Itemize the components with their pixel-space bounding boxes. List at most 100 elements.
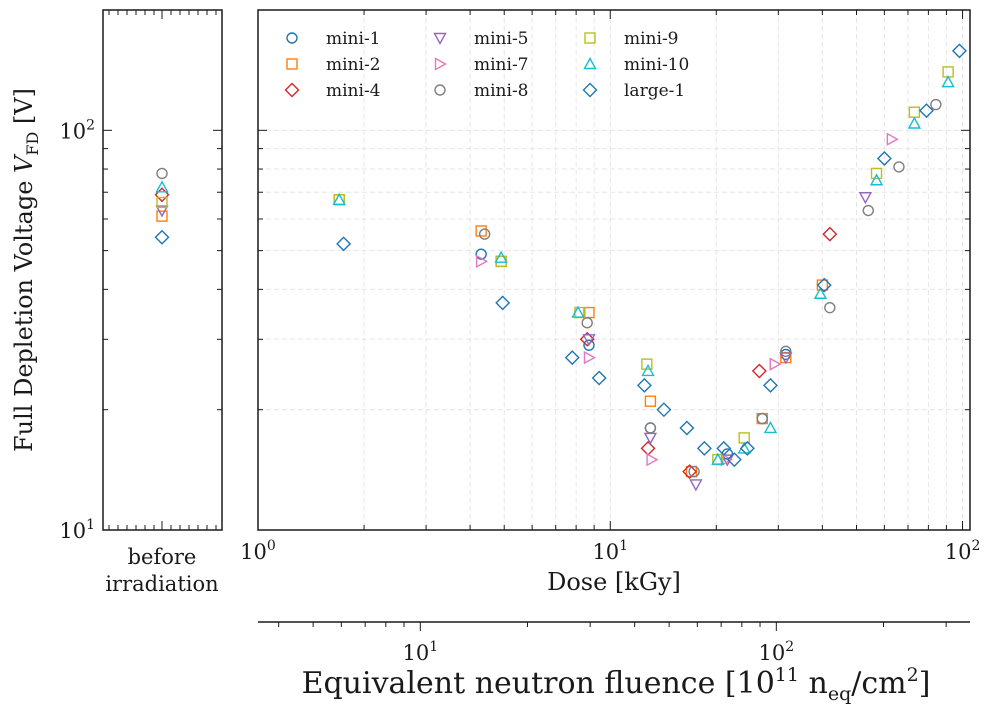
data-point-mini-10: [763, 421, 778, 434]
series-mini-9: [333, 66, 954, 466]
data-point-mini-9: [908, 106, 921, 118]
x-tick-label: 102: [945, 538, 981, 564]
series-mini-2: [333, 194, 829, 478]
before-irradiation-panel: 101 102 before irradiation: [59, 9, 223, 596]
data-point-mini-5: [858, 192, 873, 205]
data-point-mini-7: [769, 357, 782, 371]
legend-marker-mini-9: [584, 32, 596, 44]
legend: mini-1 mini-2 mini-4 mini-5 mini-7 mini-8 mini…: [284, 29, 689, 101]
legend-label-mini-7: mini-7: [474, 55, 529, 75]
data-point-mini-8: [930, 98, 942, 111]
data-point-mini-10: [571, 305, 585, 318]
data-point-mini-8: [893, 161, 905, 173]
data-point-large-1: [739, 440, 755, 456]
data-point-large-1: [591, 370, 607, 386]
before-point-mini-8: [156, 167, 168, 180]
data-point-large-1: [716, 440, 732, 456]
data-point-mini-8: [688, 465, 700, 478]
data-point-mini-10: [332, 192, 346, 206]
data-point-mini-10: [494, 250, 508, 263]
data-point-mini-5: [643, 432, 658, 445]
legend-marker-mini-2: [286, 58, 298, 70]
legend-label-mini-10: mini-10: [624, 55, 689, 75]
category-label: irradiation: [105, 572, 218, 596]
data-point-large-1: [816, 277, 832, 293]
legend-marker-mini-7: [434, 57, 447, 71]
category-label: before: [128, 545, 197, 569]
data-point-large-1: [763, 377, 778, 393]
before-point-mini-2: [156, 210, 168, 222]
data-point-mini-8: [581, 317, 593, 329]
legend-label-large-1: large-1: [624, 81, 685, 101]
series-mini-8: [478, 98, 942, 478]
series-mini-7: [475, 132, 899, 467]
legend-label-mini-5: mini-5: [474, 29, 529, 49]
legend-marker-mini-1: [286, 32, 298, 44]
legend-label-mini-2: mini-2: [326, 55, 381, 75]
data-point-mini-8: [780, 345, 792, 357]
before-point-mini-4: [154, 187, 170, 203]
data-point-mini-4: [822, 226, 838, 242]
x-tick-label: 100: [240, 538, 276, 564]
x-tick-label: 101: [592, 538, 628, 564]
before-point-mini-10: [155, 180, 169, 193]
data-point-mini-7: [583, 350, 596, 365]
data-point-large-1: [336, 236, 352, 252]
data-point-mini-10: [641, 363, 655, 377]
data-point-large-1: [696, 440, 712, 456]
data-point-mini-7: [886, 132, 899, 146]
legend-marker-mini-5: [433, 32, 447, 45]
data-point-mini-10: [813, 286, 828, 299]
y-tick-label: 101: [59, 517, 95, 543]
series-mini-4: [579, 226, 838, 480]
legend-label-mini-9: mini-9: [624, 29, 679, 49]
data-point-mini-10: [711, 452, 725, 465]
series-mini-10: [332, 75, 955, 465]
y-tick-label: 102: [59, 117, 95, 143]
data-point-mini-9: [870, 167, 883, 180]
data-point-large-1: [679, 420, 695, 436]
data-point-large-1: [876, 151, 892, 167]
data-point-large-1: [495, 295, 511, 311]
series-mini-1: [475, 248, 792, 460]
data-point-mini-2: [475, 225, 487, 237]
legend-marker-mini-4: [284, 82, 300, 98]
y-axis-label: Full Depletion Voltage VFD [V]: [10, 88, 42, 452]
main-plot-frame: [257, 9, 971, 531]
data-point-mini-8: [478, 228, 491, 240]
data-point-mini-5: [689, 479, 703, 492]
data-point-mini-10: [869, 173, 884, 186]
data-point-mini-7: [646, 452, 659, 467]
axis-labels: Dose [kGy] Equivalent neutron fluence [10…: [10, 88, 930, 705]
series-large-1: [336, 43, 967, 468]
data-point-mini-5: [779, 352, 793, 365]
x-axis-label: Dose [kGy]: [547, 568, 681, 596]
data-point-mini-10: [941, 75, 955, 88]
data-point-large-1: [564, 350, 580, 366]
data-point-mini-8: [644, 422, 657, 434]
data-point-mini-9: [641, 358, 653, 370]
data-point-mini-8: [862, 204, 874, 217]
data-point-mini-10: [907, 116, 922, 129]
secondary-x-axis-label: Equivalent neutron fluence [1011 neq/cm2…: [302, 664, 931, 705]
data-point-mini-2: [644, 395, 657, 407]
left-plot-frame: [102, 9, 223, 531]
data-point-large-1: [636, 377, 652, 393]
main-plot-panel: 100 101 102: [103, 9, 981, 564]
data-point-mini-4: [640, 440, 656, 456]
secondary-fluence-axis: 101 102: [258, 621, 970, 665]
data-point-mini-4: [751, 363, 767, 379]
before-point-mini-9: [156, 196, 168, 209]
secondary-x-tick-label: 102: [758, 639, 794, 665]
data-point-mini-8: [756, 412, 768, 425]
legend-marker-mini-8: [434, 84, 446, 96]
legend-label-mini-1: mini-1: [326, 29, 381, 49]
data-point-large-1: [726, 452, 742, 468]
before-point-large-1: [154, 229, 170, 245]
data-point-mini-4: [682, 464, 698, 480]
data-point-mini-5: [582, 334, 596, 347]
legend-marker-mini-10: [583, 57, 597, 70]
data-point-large-1: [656, 402, 672, 418]
data-point-large-1: [918, 103, 934, 119]
